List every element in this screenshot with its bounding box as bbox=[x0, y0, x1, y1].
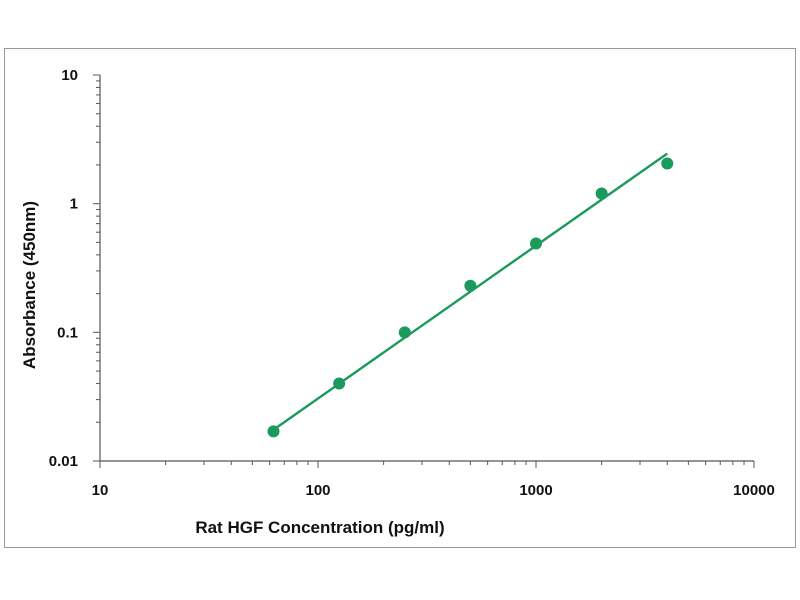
data-point bbox=[333, 377, 346, 390]
x-tick-label: 1000 bbox=[519, 482, 552, 499]
data-point bbox=[661, 157, 674, 170]
data-points bbox=[267, 157, 674, 438]
data-point bbox=[595, 187, 608, 200]
x-tick-label: 10 bbox=[92, 482, 109, 499]
y-tick-label: 10 bbox=[61, 67, 78, 84]
y-tick-label: 1 bbox=[70, 196, 78, 213]
x-axis-title: Rat HGF Concentration (pg/ml) bbox=[195, 518, 444, 537]
x-tick-label: 10000 bbox=[733, 482, 775, 499]
y-tick-label: 0.1 bbox=[57, 324, 78, 341]
axes bbox=[93, 74, 755, 468]
x-tick-label: 100 bbox=[305, 482, 330, 499]
y-axis-title: Absorbance (450nm) bbox=[20, 201, 39, 369]
tick-labels: 10 100 1000 10000 0.01 0.1 1 10 bbox=[49, 67, 775, 499]
data-point bbox=[464, 279, 477, 292]
data-point bbox=[530, 237, 542, 250]
data-point bbox=[267, 425, 280, 438]
data-point bbox=[398, 326, 411, 339]
chart-plot: 10 100 1000 10000 0.01 0.1 1 10 Rat HGF Concent… bbox=[20, 67, 775, 537]
chart-frame: 10 100 1000 10000 0.01 0.1 1 10 Rat HGF Concent… bbox=[4, 48, 796, 548]
y-tick-label: 0.01 bbox=[49, 453, 78, 470]
